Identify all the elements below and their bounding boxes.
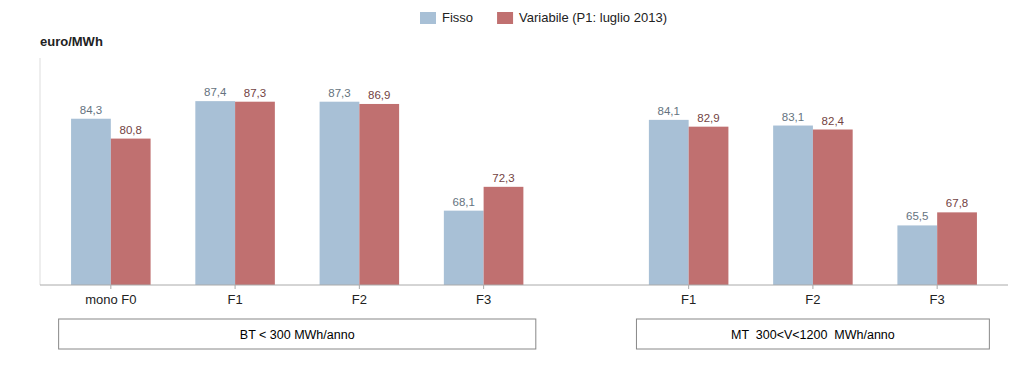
data-labels: 84,3 87,4 87,3 68,1 84,1 83,1 65,5 80,8 87,3 86,9… bbox=[80, 86, 968, 222]
group-label: MT 300<V<1200 MWh/anno bbox=[731, 328, 895, 342]
x-tick-label: F3 bbox=[930, 292, 945, 307]
x-tick-label: mono F0 bbox=[85, 292, 136, 307]
legend-entry: Fisso bbox=[442, 10, 473, 25]
bar bbox=[649, 120, 689, 285]
bars bbox=[71, 101, 977, 285]
data-label: 68,1 bbox=[453, 196, 475, 208]
data-label: 82,9 bbox=[697, 112, 719, 124]
data-label: 83,1 bbox=[782, 111, 804, 123]
x-tick-label: F2 bbox=[352, 292, 367, 307]
bar bbox=[773, 126, 813, 285]
data-label: 84,1 bbox=[658, 105, 680, 117]
data-label: 72,3 bbox=[492, 172, 514, 184]
legend-entry: Variabile (P1: luglio 2013) bbox=[519, 10, 667, 25]
x-tick bbox=[812, 285, 813, 289]
bar bbox=[71, 119, 111, 285]
x-axis-line bbox=[40, 285, 1008, 286]
data-label: 87,4 bbox=[204, 86, 227, 98]
bar bbox=[897, 225, 937, 285]
data-label: 67,8 bbox=[946, 197, 968, 209]
x-tick bbox=[688, 285, 689, 289]
bar bbox=[444, 211, 484, 285]
legend-swatch bbox=[420, 12, 436, 24]
legend: Fisso Variabile (P1: luglio 2013) bbox=[420, 10, 667, 25]
bar bbox=[359, 104, 399, 285]
x-tick-label: F3 bbox=[476, 292, 491, 307]
y-axis-label: euro/MWh bbox=[40, 34, 103, 49]
data-label: 87,3 bbox=[244, 87, 266, 99]
group-labels: BT < 300 MWh/anno MT 300<V<1200 MWh/anno bbox=[59, 319, 990, 349]
x-tick bbox=[359, 285, 360, 289]
data-label: 86,9 bbox=[368, 89, 390, 101]
chart-container: euro/MWh Fisso Variabile (P1: luglio 2013)… bbox=[0, 0, 1021, 391]
x-tick-label: F1 bbox=[681, 292, 696, 307]
x-tick bbox=[110, 285, 111, 289]
bar bbox=[320, 102, 360, 285]
bar bbox=[813, 130, 853, 285]
bar bbox=[195, 101, 235, 285]
x-tick bbox=[235, 285, 236, 289]
x-tick bbox=[937, 285, 938, 289]
y-axis-line bbox=[40, 58, 41, 285]
data-label: 80,8 bbox=[120, 124, 142, 136]
group-box bbox=[59, 319, 536, 349]
bar bbox=[484, 187, 524, 285]
legend-swatch bbox=[497, 12, 513, 24]
data-label: 82,4 bbox=[822, 115, 845, 127]
bar bbox=[235, 102, 275, 285]
bar bbox=[937, 212, 977, 285]
x-tick-label: F1 bbox=[228, 292, 243, 307]
data-label: 84,3 bbox=[80, 104, 102, 116]
x-tick bbox=[483, 285, 484, 289]
bar bbox=[689, 127, 729, 285]
bar bbox=[111, 139, 151, 285]
x-ticks: mono F0 F1 F2 F3 F1 F2 F3 bbox=[85, 285, 945, 307]
data-label: 65,5 bbox=[906, 210, 928, 222]
group-label: BT < 300 MWh/anno bbox=[240, 328, 355, 342]
group-box bbox=[636, 319, 989, 349]
x-tick-label: F2 bbox=[805, 292, 820, 307]
chart-svg: euro/MWh Fisso Variabile (P1: luglio 2013)… bbox=[0, 0, 1021, 391]
data-label: 87,3 bbox=[328, 87, 350, 99]
